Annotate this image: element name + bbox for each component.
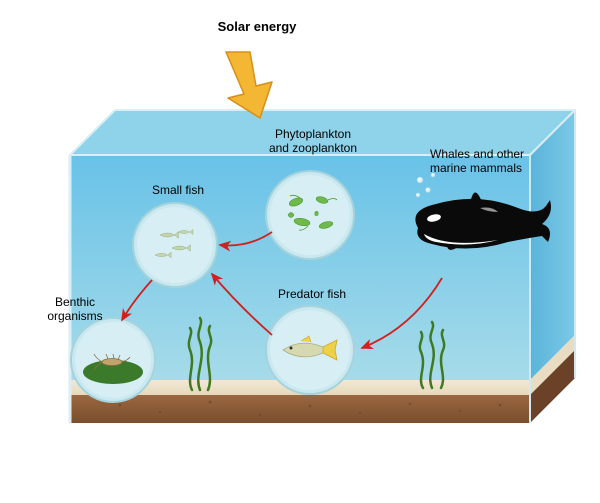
node-benthic <box>71 318 155 402</box>
whale-label: Whales and other marine mammals <box>430 148 550 176</box>
solar-arrow-icon <box>226 52 272 118</box>
benthic-label-text: Benthic organisms <box>47 295 102 323</box>
phytoplankton-label: Phytoplankton and zooplankton <box>258 128 368 156</box>
benthic-label: Benthic organisms <box>40 296 110 324</box>
node-phytoplankton <box>266 171 354 259</box>
solar-energy-label: Solar energy <box>202 20 312 35</box>
diagram-stage: Solar energy Phytoplankton and zooplankt… <box>0 0 600 503</box>
whale-label-text: Whales and other marine mammals <box>430 147 524 175</box>
phytoplankton-label-text: Phytoplankton and zooplankton <box>269 127 357 155</box>
predator-fish-label: Predator fish <box>272 288 352 302</box>
small-fish-label: Small fish <box>148 184 208 198</box>
node-small-fish <box>133 203 217 287</box>
node-predator-fish <box>266 306 354 394</box>
diagram-svg <box>0 0 600 503</box>
